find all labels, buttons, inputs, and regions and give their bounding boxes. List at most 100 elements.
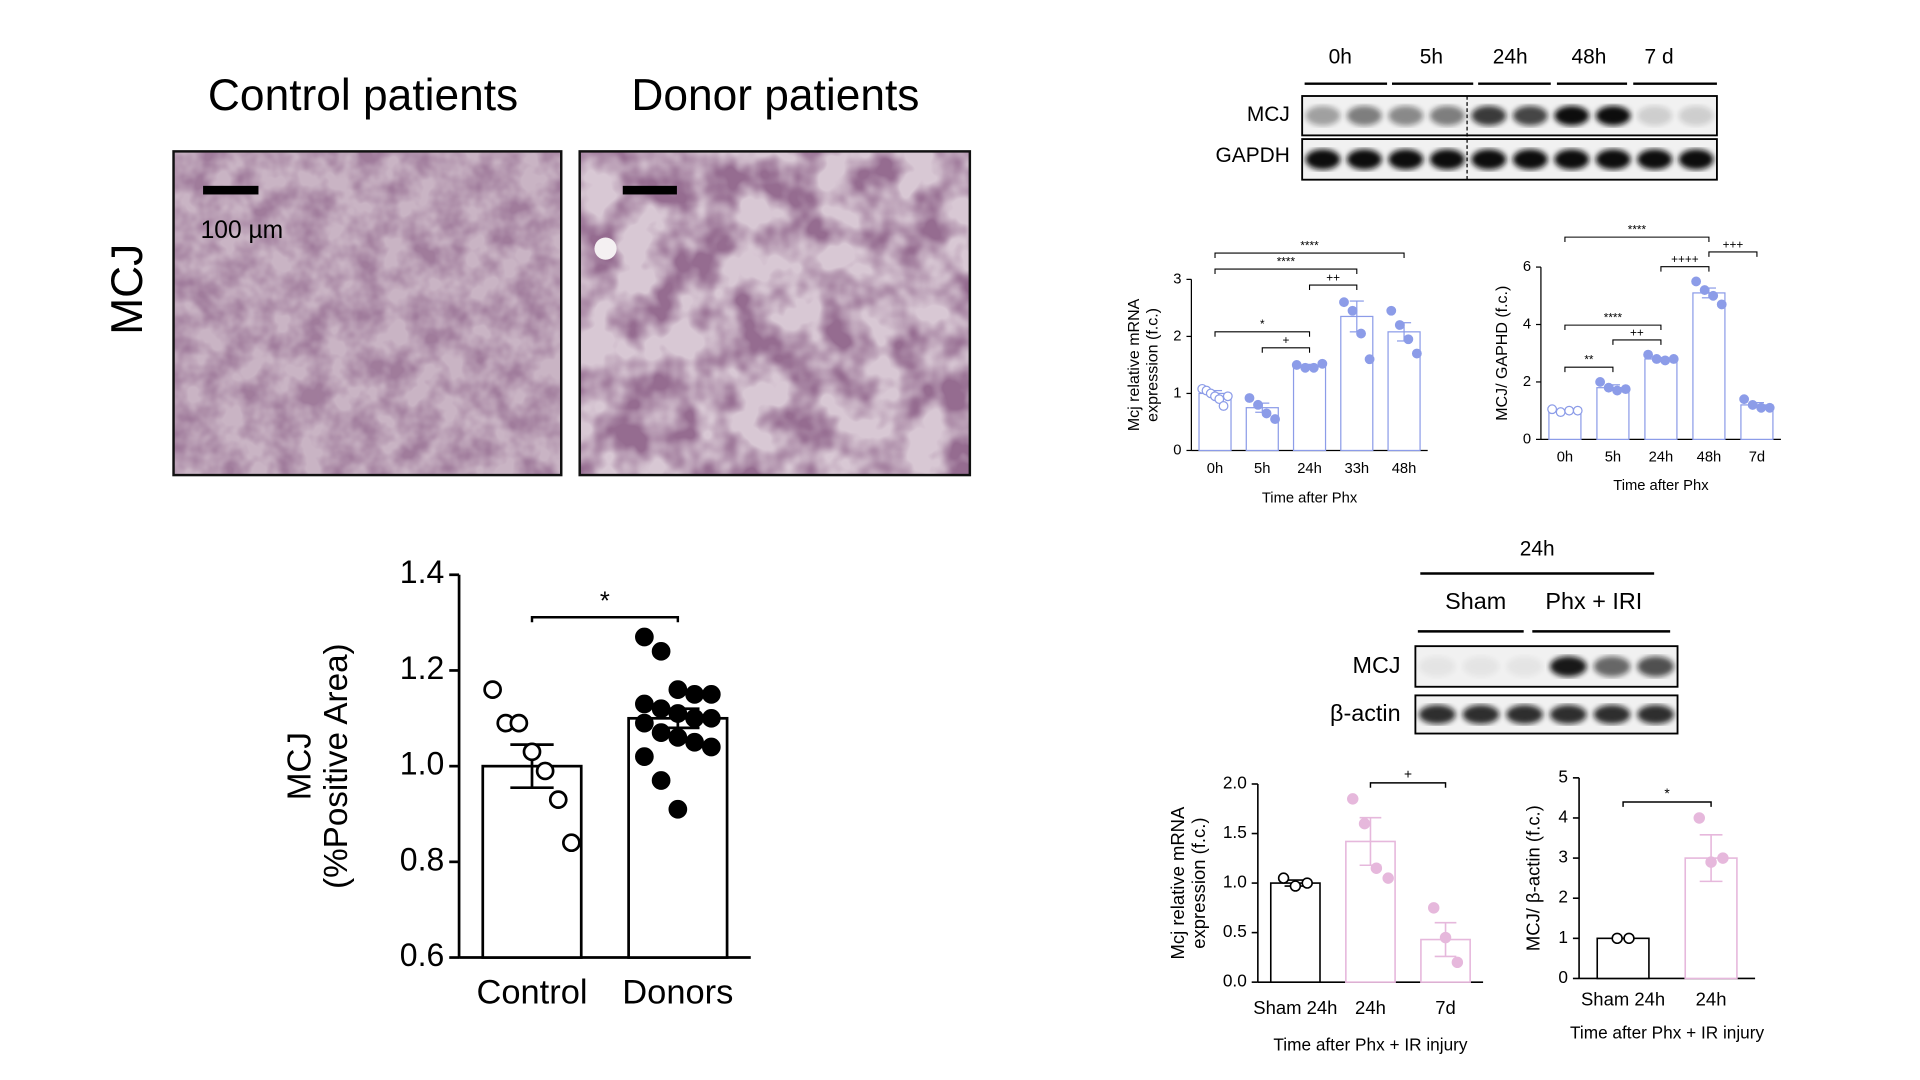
blot-band (1506, 704, 1543, 724)
x-tick-label: 5h (1605, 450, 1621, 466)
row-label: MCJ (1247, 103, 1290, 126)
significance-label: + (1404, 767, 1412, 782)
data-point (562, 833, 581, 853)
tissue-texture (579, 151, 970, 476)
lane-label: 0h (1329, 45, 1352, 68)
blot-band (1388, 149, 1424, 170)
data-point (509, 713, 529, 733)
data-point (1403, 334, 1414, 345)
significance-label: ++ (1630, 325, 1644, 339)
blot-band (1346, 149, 1382, 170)
significance-label: * (1260, 317, 1265, 331)
significance-label: +++ (1723, 237, 1744, 251)
bar-chart: 0 1 2 3 4 5 MCJ/ β-actin (f.c.) Time after Phx … (1523, 766, 1765, 1042)
western-blot: 0h 5h 24h 48h 7 d MCJ GAPDH (1215, 45, 1718, 181)
data-point (1691, 276, 1702, 287)
significance-bracket (1214, 268, 1358, 274)
x-tick-label: 48h (1392, 461, 1417, 477)
data-point (1612, 385, 1623, 396)
significance-bracket (1214, 252, 1405, 258)
data-point (1411, 348, 1422, 359)
x-tick-label: Control (476, 974, 587, 1012)
blot-band (1506, 656, 1543, 677)
data-point (483, 680, 502, 699)
significance-label: **** (1604, 311, 1623, 325)
x-tick-label: 33h (1344, 461, 1369, 477)
blot-band (1554, 105, 1590, 126)
significance-bracket (530, 616, 680, 623)
group-label: Phx + IRI (1545, 588, 1642, 614)
data-point (635, 713, 654, 733)
lane-label: 24h (1493, 45, 1528, 68)
y-tick-label: 1.2 (400, 650, 444, 686)
y-axis-label: MCJ/ GAPHD (f.c.) (1494, 286, 1511, 421)
data-point (635, 694, 654, 714)
bar (1692, 292, 1726, 441)
data-point (668, 680, 688, 699)
x-tick-label: 7d (1749, 450, 1765, 466)
data-point (1716, 299, 1727, 310)
x-axis-label: Time after Phx (1262, 490, 1358, 506)
data-point (1547, 404, 1558, 415)
bar-chart: 0 1 2 3 Mcj relative mRNA expression (f.c.) Ti… (1126, 239, 1428, 506)
blot-band (1549, 656, 1587, 677)
significance-bracket (1708, 251, 1758, 257)
data-point (1708, 290, 1719, 301)
data-point (1291, 360, 1302, 370)
blot-band (1678, 149, 1714, 170)
x-tick-label: 0h (1207, 461, 1223, 477)
bar (1269, 882, 1321, 983)
data-point (1222, 391, 1233, 402)
frame (578, 150, 972, 477)
blot-band (1462, 704, 1500, 724)
y-tick-label: 3 (1558, 847, 1568, 867)
significance-label: + (1282, 333, 1289, 347)
data-point (651, 699, 671, 719)
data-point (1301, 877, 1313, 889)
row-label: β-actin (1330, 700, 1401, 726)
data-point (1358, 817, 1371, 830)
blot-band (1512, 149, 1548, 170)
data-point (685, 708, 704, 728)
significance-bracket (1564, 236, 1710, 243)
data-point (651, 641, 671, 661)
data-point (1300, 362, 1311, 373)
data-point (1308, 362, 1319, 373)
y-axis-label: expression (f.c.) (1188, 817, 1209, 948)
micrograph (578, 150, 972, 477)
data-point (1693, 812, 1705, 824)
significance-label: ++ (1326, 271, 1340, 285)
blot-band (1637, 105, 1673, 126)
y-tick-label: 0 (1173, 442, 1181, 458)
y-axis-label: MCJ (281, 732, 318, 800)
significance-bracket (1622, 801, 1712, 807)
data-point (1555, 407, 1566, 418)
data-point (1668, 354, 1679, 364)
x-axis-label: Time after Phx + IR injury (1570, 1022, 1764, 1042)
blot-band (1471, 149, 1507, 170)
significance-bracket (1564, 324, 1662, 331)
x-tick-label: 24h (1649, 450, 1674, 466)
bar (1292, 366, 1327, 452)
data-point (548, 790, 568, 810)
blot-band (1462, 656, 1500, 677)
data-point (701, 708, 721, 728)
blot-band (1471, 105, 1507, 126)
data-point (1564, 405, 1575, 416)
group-label: Sham (1445, 588, 1506, 614)
y-tick-label: 1 (1173, 385, 1181, 401)
lane-label: 5h (1420, 45, 1443, 68)
row-label: MCJ (103, 244, 152, 335)
significance-bracket (1660, 266, 1710, 272)
y-tick-label: 2 (1558, 887, 1568, 907)
significance-bracket (1214, 331, 1311, 337)
data-point (1214, 394, 1225, 405)
blot-band (1512, 105, 1548, 126)
row-label: GAPDH (1215, 144, 1289, 167)
data-point (1382, 872, 1394, 884)
data-point (1611, 932, 1623, 945)
scale-bar (203, 185, 259, 195)
scale-label: 100 µm (201, 217, 284, 244)
data-point (1253, 399, 1263, 410)
